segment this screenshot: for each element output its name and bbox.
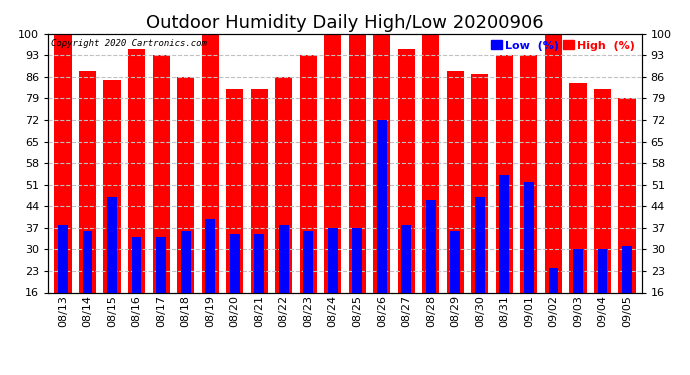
Bar (226, 89, 244, 292)
Bar (255, 234, 264, 292)
Bar (79, 71, 96, 292)
Bar (573, 249, 583, 292)
Bar (500, 176, 509, 292)
Title: Outdoor Humidity Daily High/Low 20200906: Outdoor Humidity Daily High/Low 20200906 (146, 14, 544, 32)
Bar (496, 56, 513, 292)
Bar (324, 34, 342, 292)
Bar (328, 228, 337, 292)
Bar (55, 34, 72, 292)
Text: Copyright 2020 Cartronics.com: Copyright 2020 Cartronics.com (51, 39, 207, 48)
Bar (181, 231, 190, 292)
Bar (402, 225, 411, 292)
Bar (205, 219, 215, 292)
Bar (353, 228, 362, 292)
Bar (132, 237, 141, 292)
Bar (524, 182, 534, 292)
Bar (304, 231, 313, 292)
Bar (446, 71, 464, 292)
Bar (471, 74, 489, 292)
Bar (549, 268, 558, 292)
Bar (598, 249, 607, 292)
Bar (622, 246, 632, 292)
Bar (397, 49, 415, 292)
Bar (451, 231, 460, 292)
Bar (348, 34, 366, 292)
Bar (83, 231, 92, 292)
Bar (422, 34, 440, 292)
Legend: Low  (%), High  (%): Low (%), High (%) (490, 39, 636, 52)
Bar (426, 200, 435, 292)
Bar (299, 56, 317, 292)
Bar (104, 80, 121, 292)
Bar (152, 56, 170, 292)
Bar (201, 34, 219, 292)
Bar (156, 237, 166, 292)
Bar (250, 89, 268, 292)
Bar (58, 225, 68, 292)
Bar (279, 225, 288, 292)
Bar (128, 49, 145, 292)
Bar (275, 77, 293, 292)
Bar (107, 197, 117, 292)
Bar (545, 34, 562, 292)
Bar (373, 34, 391, 292)
Bar (618, 99, 635, 292)
Bar (177, 77, 194, 292)
Bar (475, 197, 485, 292)
Bar (377, 120, 386, 292)
Bar (520, 56, 538, 292)
Bar (594, 89, 611, 292)
Bar (569, 83, 586, 292)
Bar (230, 234, 239, 292)
